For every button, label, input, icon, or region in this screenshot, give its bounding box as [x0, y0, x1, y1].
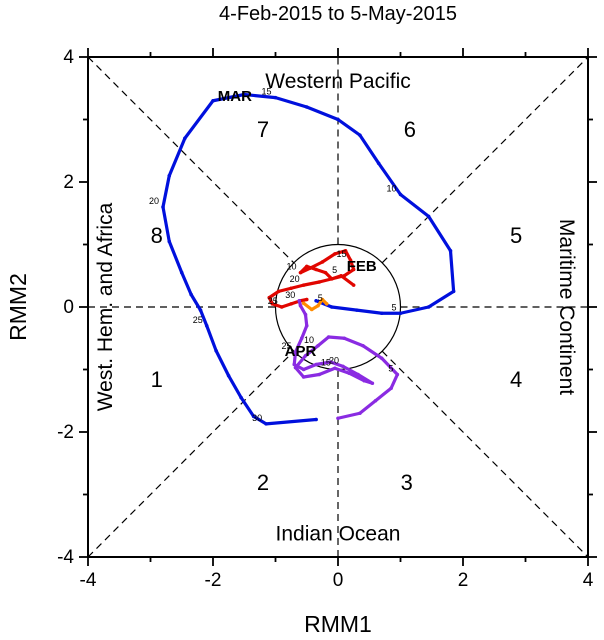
phase-number: 1 — [151, 367, 163, 392]
month-label-apr: APR — [285, 343, 317, 360]
y-tick-label: -2 — [57, 422, 74, 443]
region-label: Western Pacific — [265, 70, 411, 93]
y-tick-label: 0 — [63, 297, 74, 318]
day-label: 25 — [193, 315, 203, 325]
axis-ticks — [79, 48, 597, 566]
x-tick-label: -2 — [205, 570, 222, 591]
x-axis-label: RMM1 — [304, 611, 372, 637]
month-label-feb: FEB — [347, 258, 377, 275]
day-label: 10 — [304, 335, 314, 345]
day-label: 5 — [388, 364, 393, 374]
day-label: 20 — [329, 355, 339, 365]
guide-lines — [87, 56, 589, 558]
x-tick-label: -4 — [80, 570, 97, 591]
phase-number: 2 — [257, 470, 269, 495]
month-label-mar: MAR — [218, 88, 252, 105]
chart-title: 4-Feb-2015 to 5-May-2015 — [219, 3, 457, 25]
day-label: 5 — [332, 265, 337, 275]
x-tick-label: 0 — [333, 570, 344, 591]
y-tick-label: -4 — [57, 547, 74, 568]
region-label: Indian Ocean — [276, 522, 401, 545]
phase-number: 5 — [510, 223, 522, 248]
phase-number: 6 — [404, 117, 416, 142]
x-tick-label: 4 — [583, 570, 594, 591]
region-label: West. Hem. and Africa — [94, 202, 117, 411]
y-axis-label: RMM2 — [5, 273, 31, 341]
day-label: 20 — [290, 274, 300, 284]
day-label: 15 — [336, 249, 346, 259]
phase-number: 3 — [401, 470, 413, 495]
day-label: 15 — [321, 357, 331, 367]
day-label: 30 — [285, 290, 295, 300]
day-label: 10 — [386, 184, 396, 194]
y-tick-label: 2 — [63, 172, 74, 193]
phase-number: 7 — [257, 117, 269, 142]
x-tick-label: 2 — [458, 570, 469, 591]
day-label: 5 — [318, 293, 323, 303]
y-tick-label: 4 — [63, 47, 74, 68]
day-label: 25 — [268, 296, 278, 306]
day-label: 15 — [261, 87, 271, 97]
day-label: 5 — [391, 302, 396, 312]
trajectory-may: 5 — [301, 293, 329, 312]
phase-number: 4 — [510, 367, 522, 392]
day-label: 20 — [149, 196, 159, 206]
day-label: 10 — [286, 262, 296, 272]
region-label: Maritime Continent — [555, 219, 578, 395]
trajectory-feb: 5 10 15 20 25 FEB — [267, 248, 377, 309]
phase-number: 8 — [151, 223, 163, 248]
day-label: 25 — [281, 341, 291, 351]
day-label: 30 — [252, 413, 262, 423]
